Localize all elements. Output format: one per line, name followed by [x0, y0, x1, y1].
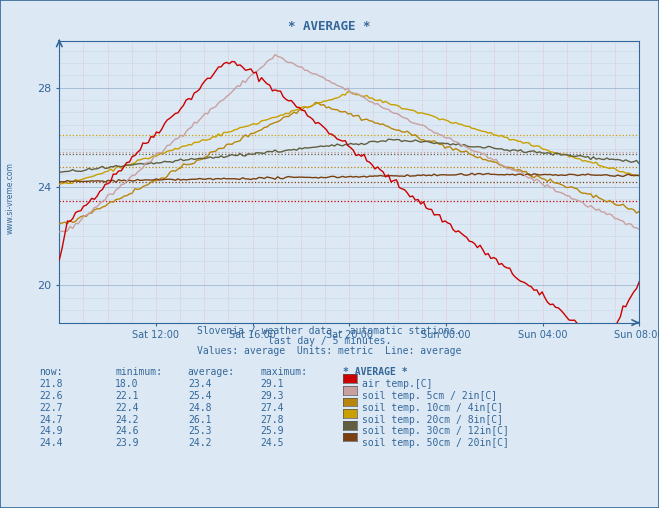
- Text: 23.9: 23.9: [115, 438, 139, 448]
- Text: 24.7: 24.7: [40, 415, 63, 425]
- Text: 25.4: 25.4: [188, 391, 212, 401]
- Text: 23.4: 23.4: [188, 379, 212, 390]
- Text: www.si-vreme.com: www.si-vreme.com: [5, 162, 14, 234]
- Text: soil temp. 50cm / 20in[C]: soil temp. 50cm / 20in[C]: [362, 438, 509, 448]
- Text: soil temp. 20cm / 8in[C]: soil temp. 20cm / 8in[C]: [362, 415, 503, 425]
- Text: 27.8: 27.8: [260, 415, 284, 425]
- Text: 24.5: 24.5: [260, 438, 284, 448]
- Text: soil temp. 10cm / 4in[C]: soil temp. 10cm / 4in[C]: [362, 403, 503, 413]
- Text: now:: now:: [40, 367, 63, 377]
- Text: minimum:: minimum:: [115, 367, 162, 377]
- Text: 29.3: 29.3: [260, 391, 284, 401]
- Text: 22.4: 22.4: [115, 403, 139, 413]
- Text: 26.1: 26.1: [188, 415, 212, 425]
- Text: 22.7: 22.7: [40, 403, 63, 413]
- Text: * AVERAGE *: * AVERAGE *: [343, 367, 407, 377]
- Text: 24.4: 24.4: [40, 438, 63, 448]
- Text: 22.6: 22.6: [40, 391, 63, 401]
- Text: maximum:: maximum:: [260, 367, 307, 377]
- Text: 24.9: 24.9: [40, 426, 63, 436]
- Text: Slovenia / weather data - automatic stations.: Slovenia / weather data - automatic stat…: [197, 326, 462, 336]
- Text: Values: average  Units: metric  Line: average: Values: average Units: metric Line: aver…: [197, 346, 462, 357]
- Text: 25.9: 25.9: [260, 426, 284, 436]
- Text: 24.2: 24.2: [188, 438, 212, 448]
- Text: * AVERAGE *: * AVERAGE *: [288, 20, 371, 34]
- Text: 29.1: 29.1: [260, 379, 284, 390]
- Text: 22.1: 22.1: [115, 391, 139, 401]
- Text: soil temp. 5cm / 2in[C]: soil temp. 5cm / 2in[C]: [362, 391, 498, 401]
- Text: 24.6: 24.6: [115, 426, 139, 436]
- Text: average:: average:: [188, 367, 235, 377]
- Text: last day / 5 minutes.: last day / 5 minutes.: [268, 336, 391, 346]
- Text: 27.4: 27.4: [260, 403, 284, 413]
- Text: 25.3: 25.3: [188, 426, 212, 436]
- Text: air temp.[C]: air temp.[C]: [362, 379, 433, 390]
- Text: soil temp. 30cm / 12in[C]: soil temp. 30cm / 12in[C]: [362, 426, 509, 436]
- Text: 21.8: 21.8: [40, 379, 63, 390]
- Text: 18.0: 18.0: [115, 379, 139, 390]
- Text: 24.8: 24.8: [188, 403, 212, 413]
- Text: 24.2: 24.2: [115, 415, 139, 425]
